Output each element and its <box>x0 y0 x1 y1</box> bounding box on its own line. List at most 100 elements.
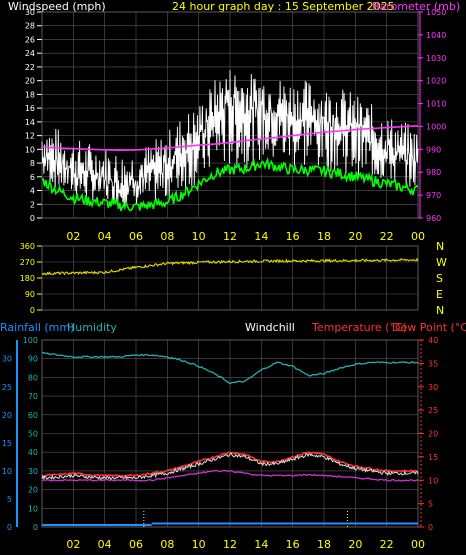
wind-time-label: 02 <box>66 230 80 243</box>
direction-tick-label: 270 <box>20 258 35 267</box>
direction-tick-label: 90 <box>25 290 35 299</box>
temperature-tick-label: 20 <box>428 430 438 439</box>
humidity-tick-label: 60 <box>28 411 38 420</box>
barometer-tick-label: 1020 <box>426 77 446 86</box>
wind-tick-label: 6 <box>30 173 35 182</box>
rain-tick-label: 5 <box>7 495 12 504</box>
windspeed-label: Windspeed (mph) <box>8 0 106 13</box>
climate-time-label: 18 <box>317 538 331 551</box>
temperature-tick-label: 10 <box>428 476 438 485</box>
humidity-label: Humidity <box>67 321 117 334</box>
barometer-tick-label: 1040 <box>426 31 446 40</box>
humidity-tick-label: 80 <box>28 373 38 382</box>
rain-tick-label: 10 <box>2 467 12 476</box>
barometer-tick-label: 1050 <box>426 8 446 17</box>
dew-point-line <box>41 469 419 482</box>
chart-layer: 02 4 6 8 10 12 14 16 18 20 22 24 26 28 30 960 970 980 990 1… <box>2 8 447 551</box>
rain-tick-label: 0 <box>7 523 12 532</box>
barometer-label: Barometer (mb) <box>372 0 460 13</box>
compass-label: N <box>436 304 444 317</box>
temperature-tick-label: 0 <box>428 523 433 532</box>
wind-tick-label: 14 <box>25 118 35 127</box>
windchill-label: Windchill <box>245 321 295 334</box>
wind-time-label: 00 <box>411 230 425 243</box>
barometer-tick-label: 1030 <box>426 54 446 63</box>
humidity-tick-label: 70 <box>28 392 38 401</box>
windchill-line <box>41 452 419 481</box>
wind-time-label: 10 <box>192 230 206 243</box>
humidity-tick-label: 50 <box>28 430 38 439</box>
wind-tick-label: 10 <box>25 145 35 154</box>
wind-time-label: 12 <box>223 230 237 243</box>
barometer-tick-label: 1000 <box>426 122 446 131</box>
wind-time-label: 18 <box>317 230 331 243</box>
wind-tick-label: 24 <box>25 49 35 58</box>
climate-time-label: 22 <box>380 538 394 551</box>
wind-average-line <box>41 156 419 212</box>
temperature-line <box>41 451 419 478</box>
wind-direction-line <box>41 257 419 276</box>
dewpoint-label: Dew Point (°C) <box>392 321 466 334</box>
wind-tick-label: 30 <box>25 8 35 17</box>
temperature-tick-label: 30 <box>428 383 438 392</box>
barometer-tick-label: 990 <box>426 145 441 154</box>
climate-time-label: 06 <box>129 538 143 551</box>
climate-time-label: 00 <box>411 538 425 551</box>
humidity-tick-label: 100 <box>23 336 38 345</box>
compass-label: N <box>436 240 444 253</box>
wind-time-label: 08 <box>160 230 174 243</box>
temperature-tick-label: 35 <box>428 359 438 368</box>
direction-tick-label: 360 <box>20 242 35 251</box>
direction-tick-label: 180 <box>20 274 35 283</box>
climate-time-label: 12 <box>223 538 237 551</box>
compass-label: W <box>436 256 447 269</box>
climate-time-label: 16 <box>286 538 300 551</box>
wind-gust-line <box>41 70 419 206</box>
temperature-tick-label: 5 <box>428 500 433 509</box>
humidity-tick-label: 90 <box>28 355 38 364</box>
temperature-tick-label: 25 <box>428 406 438 415</box>
rainfall-label: Rainfall (mm) <box>0 321 74 334</box>
wind-time-label: 20 <box>348 230 362 243</box>
rain-tick-label: 25 <box>2 383 12 392</box>
direction-tick-label: 0 <box>30 306 35 315</box>
barometer-tick-label: 960 <box>426 214 441 223</box>
wind-time-label: 06 <box>129 230 143 243</box>
wind-tick-label: 26 <box>25 35 35 44</box>
temperature-label: Temperature (°C) <box>311 321 407 334</box>
wind-tick-label: 20 <box>25 77 35 86</box>
wind-time-label: 04 <box>98 230 112 243</box>
wind-tick-label: 8 <box>30 159 35 168</box>
climate-time-label: 02 <box>66 538 80 551</box>
barometer-tick-label: 980 <box>426 168 441 177</box>
wind-tick-label: 18 <box>25 90 35 99</box>
wind-time-label: 16 <box>286 230 300 243</box>
barometer-tick-label: 970 <box>426 191 441 200</box>
rain-tick-label: 15 <box>2 439 12 448</box>
barometer-tick-label: 1010 <box>426 100 446 109</box>
wind-tick-label: 0 <box>30 214 35 223</box>
rain-tick-label: 30 <box>2 355 12 364</box>
climate-time-label: 10 <box>192 538 206 551</box>
wind-tick-label: 4 <box>30 187 35 196</box>
climate-time-label: 08 <box>160 538 174 551</box>
rain-tick-label: 20 <box>2 411 12 420</box>
graph-title: 24 hour graph day : 15 September 2025 <box>172 0 395 13</box>
humidity-tick-label: 20 <box>28 486 38 495</box>
humidity-tick-label: 10 <box>28 504 38 513</box>
humidity-tick-label: 30 <box>28 467 38 476</box>
humidity-line <box>41 351 419 385</box>
wind-tick-label: 22 <box>25 63 35 72</box>
humidity-tick-label: 40 <box>28 448 38 457</box>
wind-time-label: 14 <box>254 230 268 243</box>
wind-tick-label: 28 <box>25 22 35 31</box>
temperature-tick-label: 40 <box>428 336 438 345</box>
humidity-tick-label: 0 <box>33 523 38 532</box>
wind-tick-label: 16 <box>25 104 35 113</box>
compass-label: E <box>436 288 443 301</box>
climate-time-label: 20 <box>348 538 362 551</box>
wind-tick-label: 12 <box>25 132 35 141</box>
climate-time-label: 04 <box>98 538 112 551</box>
